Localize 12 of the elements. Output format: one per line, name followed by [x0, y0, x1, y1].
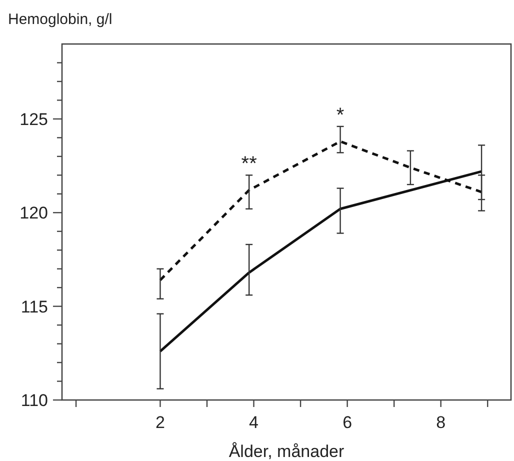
y-tick-label: 110	[20, 390, 48, 410]
annotation: *	[336, 104, 344, 126]
x-tick-label: 4	[249, 413, 258, 432]
annotation: **	[241, 153, 258, 176]
x-tick-label: 2	[155, 413, 165, 432]
x-axis-title: Ålder, månader	[228, 442, 344, 461]
x-tick-label: 6	[342, 413, 352, 432]
y-tick-label: 115	[20, 297, 48, 316]
y-tick-label: 125	[20, 110, 48, 129]
x-tick-label: 8	[436, 413, 446, 432]
y-tick-label: 120	[20, 204, 48, 223]
y-axis-title: Hemoglobin, g/l	[8, 11, 112, 28]
